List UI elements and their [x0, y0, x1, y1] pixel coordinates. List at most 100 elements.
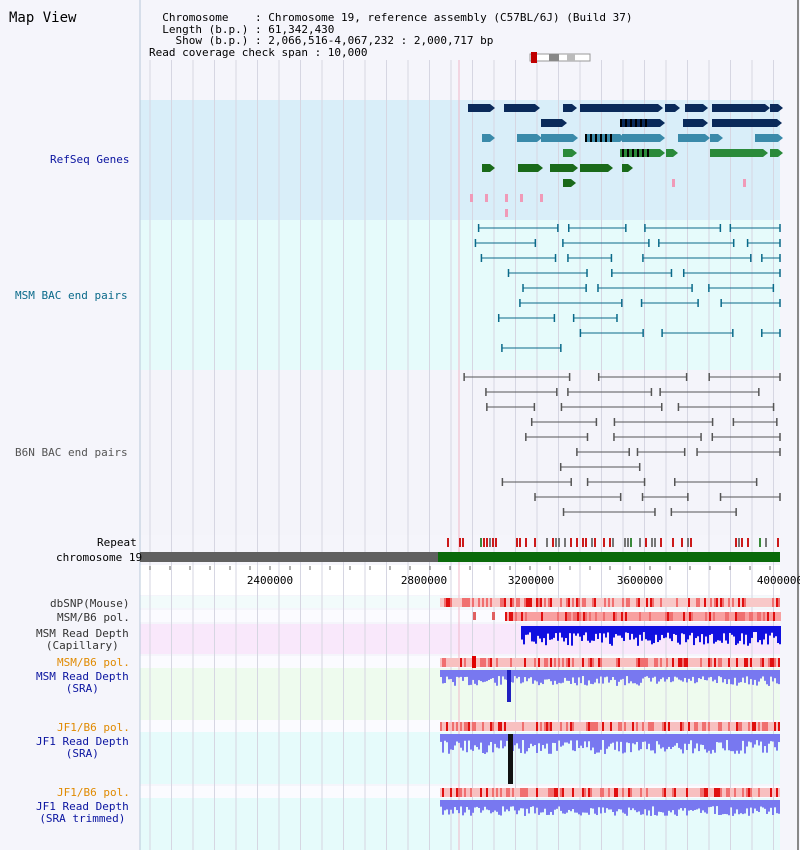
jf1-pol2-density [618, 788, 620, 797]
msm-pol1-density [695, 612, 697, 621]
msm-pol2-density [640, 658, 642, 667]
jf1-pol2-density [662, 788, 664, 797]
msm-pol1-density [761, 612, 763, 621]
jf1-pol2-density [492, 788, 494, 797]
jf1-depth-bar [450, 734, 452, 750]
repeat-element [486, 538, 488, 547]
track-label-jf1-depth[interactable]: JF1 Read Depth (SRA) [36, 736, 129, 760]
track-label-b6n-bac[interactable]: B6N BAC end pairs [15, 446, 128, 459]
exon-mark [642, 149, 644, 157]
jf1-pol2-density [512, 788, 514, 797]
track-label-repeat[interactable]: Repeat [97, 536, 137, 549]
msm-pol1-density [717, 612, 719, 621]
track-label-msm-pol-2[interactable]: MSM/B6 pol. [57, 656, 130, 669]
repeat-element [591, 538, 593, 547]
msm-pol2-density [746, 658, 748, 667]
jf1-pol1-density [530, 722, 532, 731]
jf1-pol1-density [772, 722, 774, 731]
jf1-depth-bar [610, 734, 612, 744]
gene-feature [683, 119, 703, 127]
msm-depth-cap-bar [755, 626, 757, 633]
jf1-depth-bar [670, 734, 672, 750]
jf1-depth-bar [462, 734, 464, 751]
jf1-depth-trim-bar [632, 800, 634, 809]
msm-depth-sra-bar [566, 670, 568, 681]
jf1-pol1-density [586, 722, 588, 731]
jf1-pol2-density [628, 788, 630, 797]
jf1-pol1-density [478, 722, 480, 731]
msm-pol2-peak [472, 656, 476, 668]
track-label-jf1-pol-1[interactable]: JF1/B6 pol. [57, 721, 130, 734]
msm-depth-cap-bar [607, 626, 609, 633]
dbsnp-density [444, 598, 446, 607]
jf1-depth-bar [758, 734, 760, 746]
jf1-depth-trim-bar [546, 800, 548, 815]
jf1-pol2-density [734, 788, 736, 797]
dbsnp-density [634, 598, 636, 607]
msm-pol2-density [556, 658, 558, 667]
jf1-depth-bar [478, 734, 480, 750]
refseq-minor-feature [485, 194, 488, 202]
jf1-pol2-density [712, 788, 714, 797]
jf1-pol1-density [722, 722, 724, 731]
msm-pol2-density [560, 658, 562, 667]
msm-pol1-density [603, 612, 605, 621]
gene-feature [482, 134, 490, 142]
dbsnp-density [608, 598, 610, 607]
msm-pol1-density [535, 612, 537, 621]
track-label-dbsnp[interactable]: dbSNP(Mouse) [50, 597, 130, 610]
track-label-chromosome[interactable]: chromosome 19 [56, 551, 143, 564]
jf1-pol2-density [462, 788, 464, 797]
track-label-msm-bac[interactable]: MSM BAC end pairs [15, 289, 128, 302]
track-label-msm-depth-cap[interactable]: MSM Read Depth (Capillary) [36, 628, 129, 652]
jf1-depth-trim-bar [686, 800, 688, 816]
jf1-pol1-density [752, 722, 754, 731]
gene-feature [580, 104, 658, 112]
msm-depth-cap-bar [691, 626, 693, 633]
msm-pol1-density [623, 612, 625, 621]
dbsnp-density [766, 598, 768, 607]
track-label-jf1-pol-2[interactable]: JF1/B6 pol. [57, 786, 130, 799]
msm-depth-sra-bar [488, 670, 490, 680]
jf1-depth-bar [486, 734, 488, 753]
jf1-pol2-density [698, 788, 700, 797]
jf1-pol1-density [532, 722, 534, 731]
dbsnp-density [532, 598, 534, 607]
repeat-element [639, 538, 641, 547]
track-label-msm-depth-sra[interactable]: MSM Read Depth (SRA) [36, 671, 129, 695]
track-label-refseq[interactable]: RefSeq Genes [50, 153, 130, 166]
track-label-msm-pol-1[interactable]: MSM/B6 pol. [57, 611, 130, 624]
dbsnp-density [746, 598, 748, 607]
msm-pol2-density [728, 658, 730, 667]
dbsnp-density [600, 598, 602, 607]
jf1-pol2-density [772, 788, 774, 797]
axis-tick-label: 2400000 [247, 574, 293, 587]
msm-pol1-density [713, 612, 715, 621]
jf1-depth-trim-bar [590, 800, 592, 809]
msm-depth-sra-bar [516, 670, 518, 679]
jf1-depth-bar [764, 734, 766, 747]
msm-depth-sra-bar [620, 670, 622, 680]
msm-pol2-density [542, 658, 544, 667]
msm-depth-sra-bar [722, 670, 724, 683]
jf1-depth-trim-bar [742, 800, 744, 815]
msm-depth-cap-bar [523, 626, 525, 645]
jf1-depth-trim-bar [596, 800, 598, 816]
jf1-pol1-density [618, 722, 620, 731]
gene-feature [563, 149, 572, 157]
msm-pol1-density [769, 612, 771, 621]
jf1-pol2-density [706, 788, 708, 797]
track-label-jf1-depth-trimmed[interactable]: JF1 Read Depth (SRA trimmed) [36, 801, 129, 825]
msm-depth-sra-bar [724, 670, 726, 680]
dbsnp-density [514, 598, 516, 607]
repeat-element [492, 538, 494, 547]
jf1-depth-bar [644, 734, 646, 742]
msm-depth-sra-bar [584, 670, 586, 685]
gene-arrow [660, 134, 665, 142]
dbsnp-density [540, 598, 542, 607]
jf1-pol1-density [724, 722, 726, 731]
dbsnp-density [612, 598, 614, 607]
msm-depth-cap-bar [533, 626, 535, 642]
jf1-pol1-density [620, 722, 622, 731]
